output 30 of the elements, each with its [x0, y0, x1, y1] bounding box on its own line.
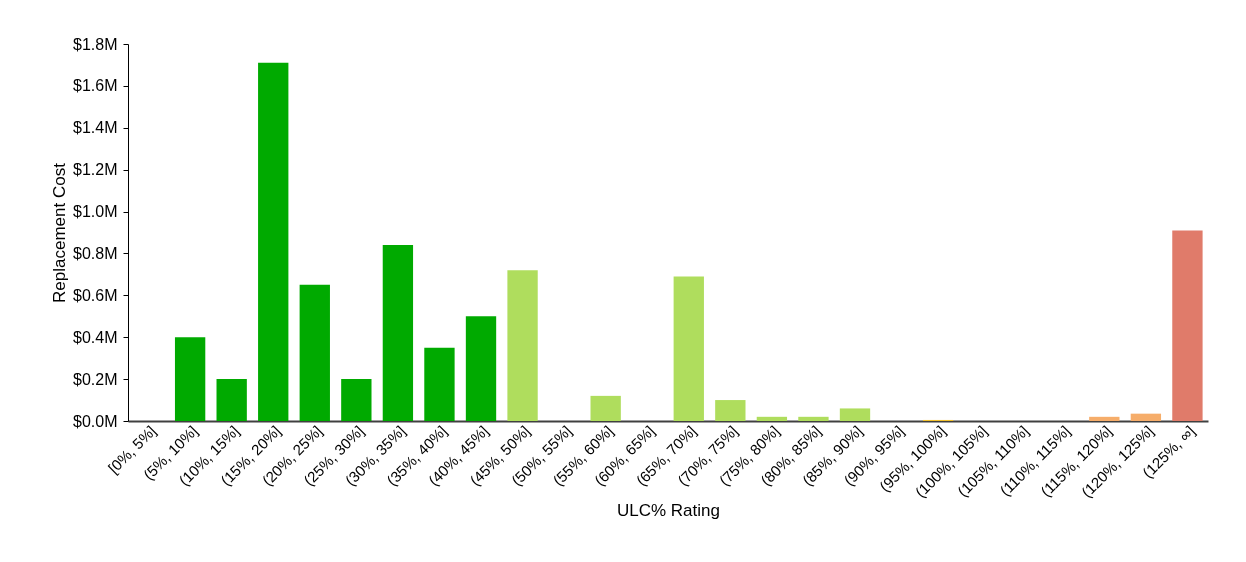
- y-tick-label: $1.6M: [73, 77, 118, 95]
- bar: [424, 347, 455, 421]
- y-tick-label: $1.0M: [73, 203, 118, 221]
- y-tick-label: $1.2M: [73, 161, 118, 179]
- bar: [839, 408, 871, 421]
- bar: [756, 416, 788, 421]
- y-tick-label: $0.2M: [73, 370, 118, 388]
- y-tick-label: $0.8M: [73, 244, 118, 262]
- bar: [1089, 416, 1120, 421]
- bar: [465, 316, 497, 421]
- bar: [673, 276, 704, 421]
- bar: [341, 379, 372, 421]
- bar: [299, 284, 330, 421]
- bar: [382, 245, 414, 421]
- y-tick-label: $0.6M: [73, 286, 118, 304]
- bar: [1172, 230, 1203, 421]
- y-tick-label: $1.4M: [73, 119, 118, 137]
- bar: [216, 379, 247, 421]
- bar: [1130, 413, 1162, 421]
- y-tick-label: $0.4M: [73, 328, 118, 346]
- bar: [174, 337, 206, 421]
- bar: [590, 395, 621, 421]
- y-tick-label: $0.0M: [73, 412, 118, 430]
- y-axis-title: Replacement Cost: [50, 162, 70, 303]
- bar: [507, 270, 538, 421]
- bar: [798, 416, 829, 421]
- y-tick-label: $1.8M: [73, 35, 118, 53]
- bar: [715, 400, 746, 421]
- x-axis-title: ULC% Rating: [617, 500, 720, 520]
- bar: [258, 62, 289, 421]
